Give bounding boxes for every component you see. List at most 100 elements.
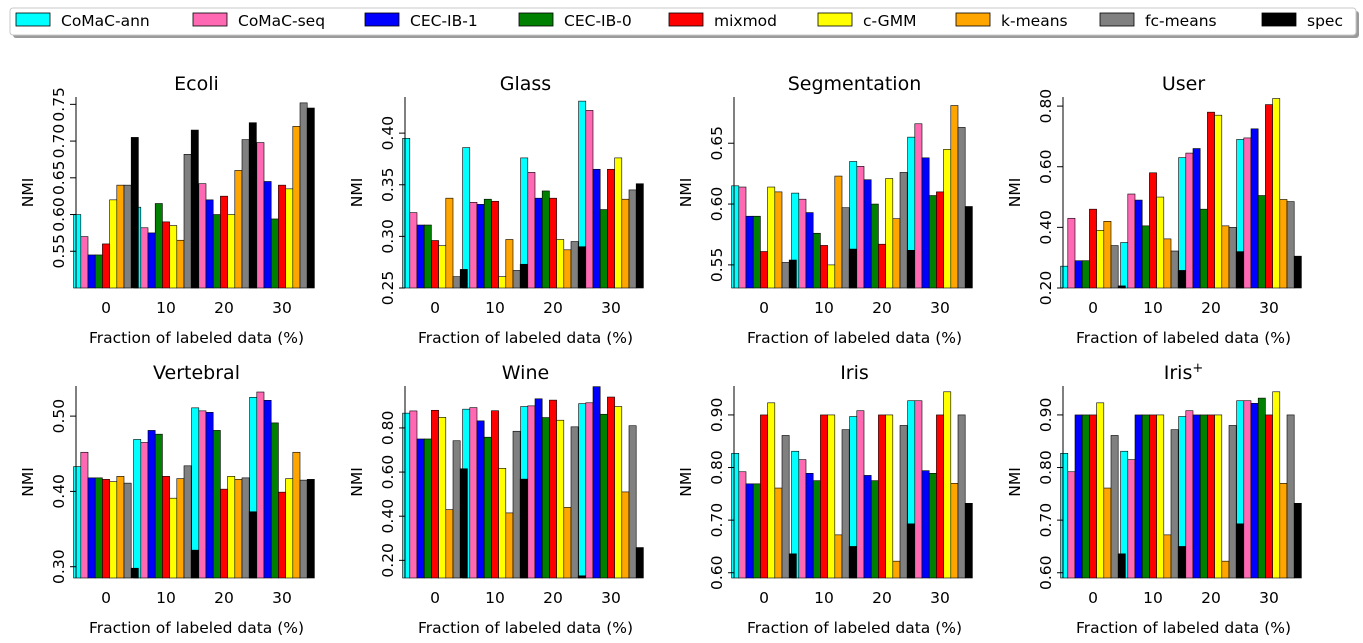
- bar-spec-10: [190, 549, 199, 579]
- bar-k-means-30: [950, 483, 959, 579]
- bar-k-means-10: [834, 175, 843, 289]
- bar-cec-ib-1-10: [1134, 414, 1143, 579]
- bar-spec-0: [1117, 285, 1126, 289]
- y-tick-label: 0.20: [379, 543, 397, 578]
- bar-comac-seq-10: [798, 459, 807, 579]
- subplot-title: User: [1162, 73, 1205, 95]
- bar-cec-ib-0-30: [270, 422, 279, 579]
- bar-cec-ib-0-30: [928, 195, 937, 289]
- bar-fc-means-20: [1228, 425, 1237, 579]
- bar-mixmod-0: [1089, 414, 1097, 579]
- bar-cec-ib-1-10: [1134, 199, 1143, 289]
- bar-fc-means-0: [123, 482, 132, 579]
- y-tick-label: 0.30: [379, 219, 397, 254]
- bar-cec-ib-0-20: [541, 190, 550, 289]
- bar-cec-ib-1-10: [805, 473, 814, 579]
- bar-mixmod-0: [102, 243, 110, 289]
- bar-cec-ib-1-30: [263, 181, 272, 289]
- x-tick-label: 30: [930, 589, 950, 607]
- x-tick-label: 10: [156, 589, 176, 607]
- bar-k-means-0: [774, 191, 783, 289]
- bar-spec-0: [459, 269, 468, 289]
- bar-comac-seq-20: [527, 172, 536, 289]
- bar-c-gmm-20: [1214, 114, 1223, 289]
- x-tick-label: 10: [1143, 299, 1163, 317]
- bar-c-gmm-20: [227, 214, 236, 289]
- subplot-wine: Wine 0.20 0.40 0.60 0.80 0 10 20 30 Fraction of l…: [348, 362, 644, 637]
- bar-comac-seq-10: [140, 227, 149, 289]
- bar-comac-ann-0: [73, 466, 82, 579]
- bar-comac-ann-0: [402, 138, 411, 289]
- y-tick-label: 0.55: [50, 234, 68, 269]
- bar-comac-seq-10: [1127, 193, 1136, 289]
- bar-k-means-30: [1279, 199, 1288, 289]
- subplot-user: User 0.20 0.40 0.60 0.80 0 10 20 30 Fraction of l…: [1006, 73, 1302, 347]
- subplot-glass: Glass 0.25 0.30 0.35 0.40 0 10 20 30 Fraction of …: [348, 73, 644, 347]
- subplot-title: Glass: [500, 73, 551, 95]
- bar-cec-ib-0-10: [154, 433, 163, 579]
- bar-k-means-20: [234, 479, 243, 579]
- bar-c-gmm-10: [827, 414, 836, 579]
- legend-label: c-GMM: [863, 12, 916, 30]
- bar-k-means-30: [621, 491, 630, 579]
- bar-spec-10: [1177, 546, 1186, 579]
- bar-comac-seq-30: [1243, 400, 1252, 579]
- bar-cec-ib-0-0: [1081, 260, 1090, 289]
- bar-k-means-0: [445, 509, 454, 579]
- bars: [731, 391, 973, 579]
- bar-mixmod-30: [278, 184, 286, 289]
- legend-item-spec: spec: [1261, 12, 1343, 30]
- bar-cec-ib-0-10: [812, 232, 821, 289]
- bar-comac-ann-0: [402, 412, 411, 579]
- bar-c-gmm-0: [109, 481, 118, 579]
- bar-comac-seq-20: [1185, 152, 1194, 289]
- legend-item-cec-ib-0: CEC-IB-0: [518, 12, 632, 30]
- bar-mixmod-30: [1265, 104, 1273, 289]
- y-tick-label: 0.55: [708, 248, 726, 283]
- bar-comac-seq-20: [527, 405, 536, 579]
- x-tick-label: 0: [759, 299, 769, 317]
- bar-cec-ib-1-10: [147, 430, 156, 579]
- bar-comac-seq-0: [409, 410, 418, 579]
- bar-k-means-20: [892, 218, 901, 289]
- bar-spec-20: [1235, 523, 1244, 579]
- subplot-title: Ecoli: [174, 73, 219, 95]
- bar-k-means-20: [1221, 225, 1230, 289]
- bar-spec-30: [635, 547, 644, 579]
- bar-cec-ib-1-0: [87, 477, 96, 579]
- bar-comac-seq-10: [469, 202, 478, 289]
- bar-mixmod-0: [760, 251, 768, 289]
- bar-mixmod-0: [431, 240, 439, 289]
- bar-spec-20: [906, 249, 915, 289]
- bar-spec-20: [1235, 251, 1244, 289]
- bar-mixmod-0: [1089, 208, 1097, 289]
- bar-k-means-20: [1221, 560, 1230, 579]
- bar-cec-ib-0-10: [483, 436, 492, 579]
- bar-spec-30: [964, 502, 973, 579]
- bar-cec-ib-1-10: [805, 212, 814, 289]
- bar-fc-means-10: [183, 465, 192, 579]
- bar-comac-seq-30: [585, 402, 594, 579]
- bar-spec-20: [248, 511, 257, 579]
- y-tick-label: 0.60: [1037, 149, 1055, 184]
- bars: [402, 100, 644, 289]
- bar-comac-seq-20: [198, 183, 207, 289]
- bar-comac-seq-20: [198, 410, 207, 579]
- bar-cec-ib-1-30: [263, 400, 272, 579]
- x-tick-label: 20: [543, 589, 563, 607]
- bar-mixmod-10: [820, 245, 828, 289]
- bar-c-gmm-10: [827, 264, 836, 289]
- bar-cec-ib-0-20: [870, 203, 879, 289]
- bar-c-gmm-30: [614, 157, 623, 289]
- bar-cec-ib-1-20: [1192, 414, 1201, 579]
- bar-mixmod-30: [607, 168, 615, 289]
- bar-spec-10: [519, 478, 528, 579]
- x-tick-label: 10: [485, 299, 505, 317]
- bar-cec-ib-0-10: [1141, 225, 1150, 289]
- bar-mixmod-20: [549, 399, 557, 579]
- bar-spec-0: [1117, 553, 1126, 579]
- bar-cec-ib-1-30: [921, 157, 930, 289]
- bar-comac-ann-10: [133, 439, 142, 579]
- bar-cec-ib-0-0: [1081, 414, 1090, 579]
